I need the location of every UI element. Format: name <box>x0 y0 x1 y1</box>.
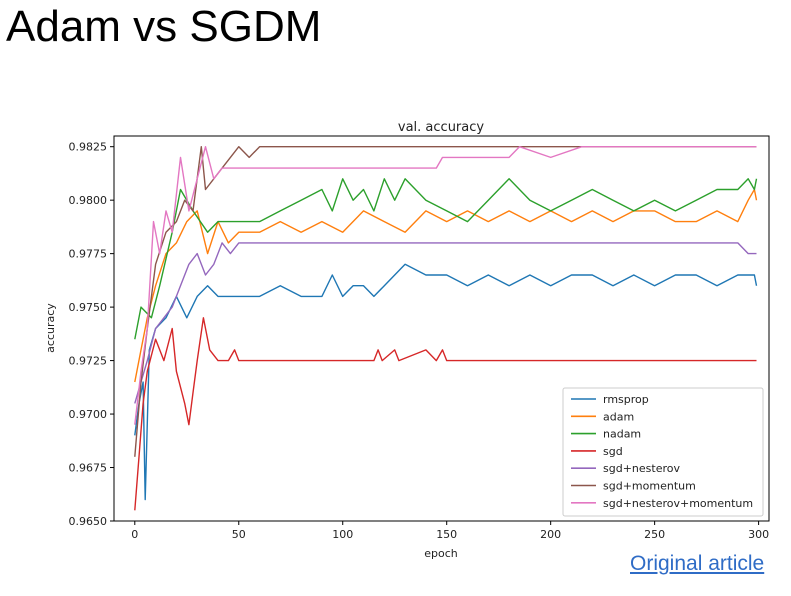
y-tick-label: 0.9775 <box>69 248 108 261</box>
y-tick-label: 0.9750 <box>69 301 108 314</box>
series-line-adam <box>134 188 758 383</box>
chart-title: val. accuracy <box>398 120 484 135</box>
series-line-sgd-nesterov <box>134 242 757 404</box>
legend-label: nadam <box>603 428 641 441</box>
original-article-link[interactable]: Original article <box>630 552 765 575</box>
legend-label: rmsprop <box>603 393 649 406</box>
y-axis-label: accuracy <box>44 303 57 353</box>
x-axis-label: epoch <box>424 547 458 560</box>
legend-label: sgd+nesterov <box>603 462 680 475</box>
series-line-sgd-nesterov-momentum <box>134 145 757 425</box>
x-tick-label: 50 <box>232 528 246 541</box>
x-tick-label: 0 <box>131 528 138 541</box>
slide-title: Adam vs SGDM <box>6 2 322 51</box>
x-axis: 0 50 100 150 200 250 300 <box>131 521 769 541</box>
y-tick-label: 0.9700 <box>69 408 108 421</box>
y-tick-label: 0.9825 <box>69 141 108 154</box>
series-line-nadam <box>134 178 758 340</box>
series-line-sgd <box>134 317 757 511</box>
y-tick-label: 0.9725 <box>69 355 108 368</box>
legend-box <box>562 387 764 517</box>
y-tick-label: 0.9800 <box>69 194 108 207</box>
y-axis: 0.9650 0.9675 0.9700 0.9725 0.9750 0.9775 0.98… <box>69 141 114 528</box>
x-tick-label: 200 <box>540 528 561 541</box>
x-tick-label: 250 <box>644 528 665 541</box>
series-lines <box>134 145 758 511</box>
plot-frame <box>113 135 770 522</box>
x-tick-label: 300 <box>748 528 769 541</box>
legend-label: adam <box>603 410 634 423</box>
legend-label: sgd <box>603 445 623 458</box>
legend: rmsprop adam nadam sgd sgd+nesterov sgd+momen… <box>562 387 764 517</box>
x-tick-label: 100 <box>332 528 353 541</box>
y-tick-label: 0.9675 <box>69 462 108 475</box>
legend-label: sgd+momentum <box>603 480 696 493</box>
legend-label: sgd+nesterov+momentum <box>603 497 753 510</box>
x-tick-label: 150 <box>436 528 457 541</box>
y-tick-label: 0.9650 <box>69 515 108 528</box>
